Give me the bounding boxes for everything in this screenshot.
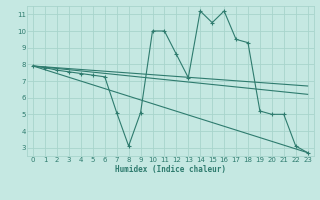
X-axis label: Humidex (Indice chaleur): Humidex (Indice chaleur) [115, 165, 226, 174]
